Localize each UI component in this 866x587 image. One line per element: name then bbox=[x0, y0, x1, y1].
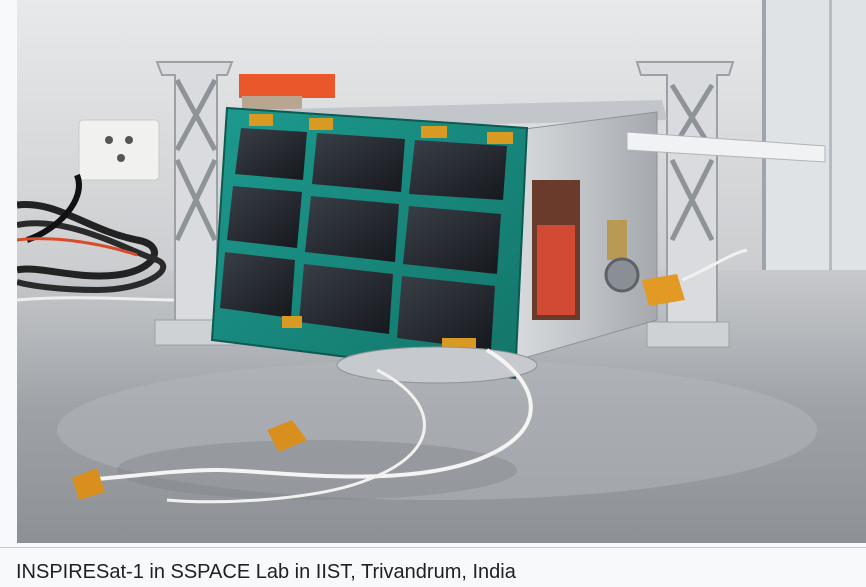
image-caption: INSPIRESat-1 in SSPACE Lab in IIST, Triv… bbox=[16, 561, 516, 583]
photo-illustration bbox=[17, 0, 866, 543]
satellite-photo[interactable] bbox=[17, 0, 866, 543]
caption-divider bbox=[0, 547, 866, 548]
